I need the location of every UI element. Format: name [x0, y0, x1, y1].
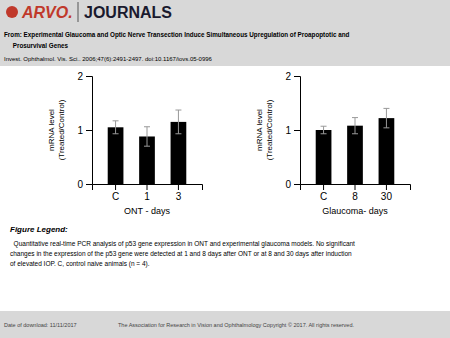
y-tick-label: 0: [285, 179, 291, 190]
journal-line: Invest. Ophthalmol. Vis. Sci.. 2006;47(6…: [4, 56, 213, 62]
logo-separator: [78, 2, 79, 22]
y-tick-mark: [86, 130, 92, 131]
y-tick-mark: [294, 184, 300, 185]
footer-band: [0, 311, 450, 338]
bar: [316, 130, 332, 184]
footer-text: Date of download: 11/11/2017: [4, 322, 77, 328]
x-tick-label: C: [112, 191, 119, 202]
y-tick-label: 0: [77, 179, 83, 190]
error-bar: [144, 127, 150, 146]
y-axis-line: [294, 77, 301, 185]
y-tick: 2: [285, 71, 300, 82]
y-tick-mark: [86, 184, 92, 185]
y-axis-title: mRNA level(Treated/Control): [255, 99, 274, 160]
y-tick-label: 1: [77, 125, 83, 136]
x-axis-line: [301, 185, 411, 191]
x-tick-label: C: [320, 191, 327, 202]
y-tick: 2: [77, 71, 92, 82]
error-bar: [352, 118, 358, 134]
logo: ARVO.: [21, 4, 73, 21]
x-tick: 30: [381, 184, 393, 202]
y-tick: 0: [285, 179, 300, 190]
x-tick: C: [320, 184, 327, 202]
chart: C 1 3 0 1 2 ONT - days mRNA level(Treated/Contr…: [47, 71, 203, 216]
error-bar: [383, 108, 389, 127]
y-tick-label: 2: [77, 71, 83, 82]
footer-text: The Association for Research in Vision a…: [118, 322, 354, 328]
figure-legend-text: Quantitative real-time PCR analysis of p…: [10, 240, 355, 268]
x-tick-label: 1: [144, 191, 150, 202]
bar: [347, 126, 363, 184]
y-tick-mark: [294, 130, 300, 131]
page: ARVO. JOURNALS From: Experimental Glaucoma…: [0, 0, 450, 338]
x-axis: C 8 30: [301, 184, 411, 202]
x-tick-mark: [323, 184, 324, 190]
plot-area: [108, 110, 187, 184]
error-bar: [113, 121, 119, 134]
logo-suffix: JOURNALS: [84, 4, 172, 21]
y-axis-line: [86, 77, 93, 185]
y-axis: 0 1 2: [285, 71, 300, 190]
y-tick: 1: [285, 125, 300, 136]
y-tick-label: 2: [285, 71, 291, 82]
y-tick: 0: [77, 179, 92, 190]
x-tick-mark: [178, 184, 179, 190]
chart: C 8 30 0 1 2 Glaucoma- days mRNA level(Treated/…: [255, 71, 411, 216]
y-tick-label: 1: [285, 125, 291, 136]
y-tick-mark: [86, 76, 92, 77]
error-bar: [175, 110, 181, 134]
x-tick: 1: [144, 184, 150, 202]
x-axis: C 1 3: [93, 184, 203, 202]
header-band: [0, 0, 450, 66]
x-tick-label: 3: [176, 191, 182, 202]
figure-legend-title: Figure Legend:: [10, 225, 68, 234]
x-tick-mark: [115, 184, 116, 190]
x-tick-mark: [355, 184, 356, 190]
error-bar: [321, 126, 327, 134]
y-tick-mark: [294, 76, 300, 77]
logo-icon: [6, 6, 18, 18]
x-tick: 3: [176, 184, 182, 202]
x-tick: 8: [352, 184, 358, 202]
x-tick-label: 30: [381, 191, 393, 202]
y-tick: 1: [77, 125, 92, 136]
title-line: Prosurvival Genes: [4, 42, 69, 49]
bar: [108, 127, 124, 184]
x-axis-title: Glaucoma- days: [322, 206, 388, 216]
x-tick-mark: [386, 184, 387, 190]
y-axis: 0 1 2: [77, 71, 92, 190]
x-tick-label: 8: [352, 191, 358, 202]
x-axis-title: ONT - days: [124, 206, 170, 216]
plot-area: [316, 108, 395, 184]
x-tick-mark: [147, 184, 148, 190]
title-line: From: Experimental Glaucoma and Optic Ne…: [4, 31, 349, 39]
y-axis-title: mRNA level(Treated/Control): [47, 99, 66, 160]
x-axis-line: [93, 185, 203, 191]
x-tick: C: [112, 184, 119, 202]
